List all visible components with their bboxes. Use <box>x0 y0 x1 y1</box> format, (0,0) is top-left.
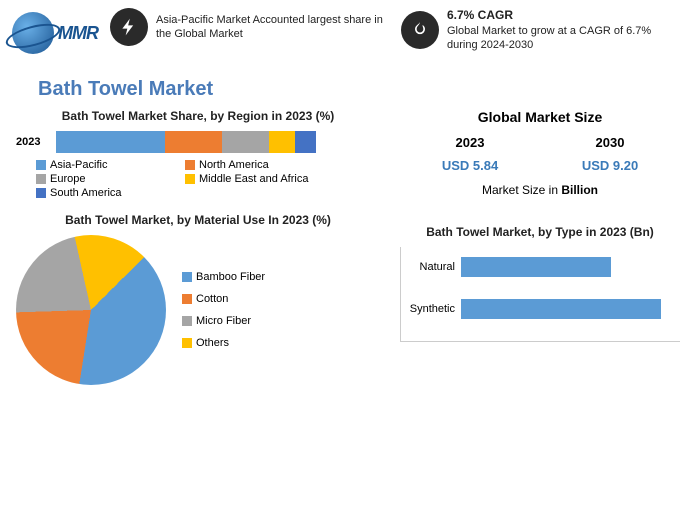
value-1: USD 9.20 <box>582 158 638 173</box>
legend-label: Others <box>196 337 229 349</box>
legend-label: Bamboo Fiber <box>196 271 265 283</box>
hbar-container: Natural Synthetic <box>400 247 680 342</box>
pie-wrap: Bamboo Fiber Cotton Micro Fiber Others <box>16 235 380 385</box>
legend-item: Europe <box>36 173 171 185</box>
legend-label: Micro Fiber <box>196 315 251 327</box>
cagr-desc: Global Market to grow at a CAGR of 6.7% … <box>447 24 684 53</box>
left-column: Bath Towel Market Share, by Region in 20… <box>16 109 380 385</box>
hbar-track <box>461 257 680 277</box>
pie-chart <box>16 235 166 385</box>
hbar-fill <box>461 257 611 277</box>
legend-swatch <box>182 272 192 282</box>
region-legend: Asia-Pacific North America Europe Middle Ea… <box>36 159 380 199</box>
legend-item: Bamboo Fiber <box>182 271 265 283</box>
region-chart: Bath Towel Market Share, by Region in 20… <box>16 109 380 199</box>
legend-label: Europe <box>50 173 85 185</box>
callout-left-text: Asia-Pacific Market Accounted largest sh… <box>156 13 393 42</box>
legend-swatch <box>36 160 46 170</box>
logo: MMR <box>12 8 102 58</box>
legend-item: South America <box>36 187 171 199</box>
year-0: 2023 <box>456 135 485 150</box>
stacked-bar <box>56 131 316 153</box>
bar-segment <box>56 131 165 153</box>
pie-legend: Bamboo Fiber Cotton Micro Fiber Others <box>182 271 265 349</box>
header: MMR Asia-Pacific Market Accounted larges… <box>0 0 696 66</box>
logo-text: MMR <box>58 23 98 44</box>
bar-segment <box>165 131 222 153</box>
callout-right-text: 6.7% CAGR Global Market to grow at a CAG… <box>447 8 684 52</box>
bar-segment <box>295 131 316 153</box>
year-1: 2030 <box>596 135 625 150</box>
page-title: Bath Towel Market <box>38 78 696 101</box>
legend-label: Asia-Pacific <box>50 159 107 171</box>
legend-label: Cotton <box>196 293 228 305</box>
stacked-bar-year: 2023 <box>16 136 48 148</box>
global-size: Global Market Size 2023 2030 USD 5.84 US… <box>400 109 680 197</box>
hbar-label: Synthetic <box>401 303 461 315</box>
hbar-row: Natural <box>401 257 680 277</box>
legend-item: Others <box>182 337 265 349</box>
hbar-track <box>461 299 680 319</box>
logo-globe-icon <box>12 12 54 54</box>
type-chart-title: Bath Towel Market, by Type in 2023 (Bn) <box>400 225 680 239</box>
hbar-row: Synthetic <box>401 299 680 319</box>
value-0: USD 5.84 <box>442 158 498 173</box>
flame-icon <box>401 11 439 49</box>
legend-swatch <box>36 174 46 184</box>
stacked-bar-wrap: 2023 <box>16 131 380 153</box>
bar-segment <box>269 131 295 153</box>
size-subtitle: Market Size in Billion <box>400 183 680 197</box>
legend-item: Asia-Pacific <box>36 159 171 171</box>
legend-swatch <box>185 160 195 170</box>
legend-item: Middle East and Africa <box>185 173 320 185</box>
hbar-fill <box>461 299 661 319</box>
legend-swatch <box>182 338 192 348</box>
right-column: Global Market Size 2023 2030 USD 5.84 US… <box>400 109 680 385</box>
hbar-label: Natural <box>401 261 461 273</box>
content: Bath Towel Market Share, by Region in 20… <box>0 109 696 385</box>
region-chart-title: Bath Towel Market Share, by Region in 20… <box>16 109 380 123</box>
legend-swatch <box>185 174 195 184</box>
cagr-value: 6.7% CAGR <box>447 8 684 24</box>
legend-swatch <box>182 316 192 326</box>
bolt-icon <box>110 8 148 46</box>
legend-label: Middle East and Africa <box>199 173 308 185</box>
legend-label: South America <box>50 187 122 199</box>
legend-swatch <box>36 188 46 198</box>
size-sub-prefix: Market Size in <box>482 183 561 197</box>
callout-left: Asia-Pacific Market Accounted largest sh… <box>110 8 393 46</box>
callout-right: 6.7% CAGR Global Market to grow at a CAG… <box>401 8 684 52</box>
material-chart: Bath Towel Market, by Material Use In 20… <box>16 213 380 385</box>
legend-item: Cotton <box>182 293 265 305</box>
legend-item: North America <box>185 159 320 171</box>
legend-label: North America <box>199 159 269 171</box>
global-size-title: Global Market Size <box>400 109 680 125</box>
size-values: USD 5.84 USD 9.20 <box>400 158 680 173</box>
material-chart-title: Bath Towel Market, by Material Use In 20… <box>16 213 380 227</box>
bar-segment <box>222 131 269 153</box>
size-years: 2023 2030 <box>400 135 680 150</box>
size-sub-bold: Billion <box>561 183 598 197</box>
type-chart: Bath Towel Market, by Type in 2023 (Bn) … <box>400 225 680 342</box>
legend-swatch <box>182 294 192 304</box>
legend-item: Micro Fiber <box>182 315 265 327</box>
